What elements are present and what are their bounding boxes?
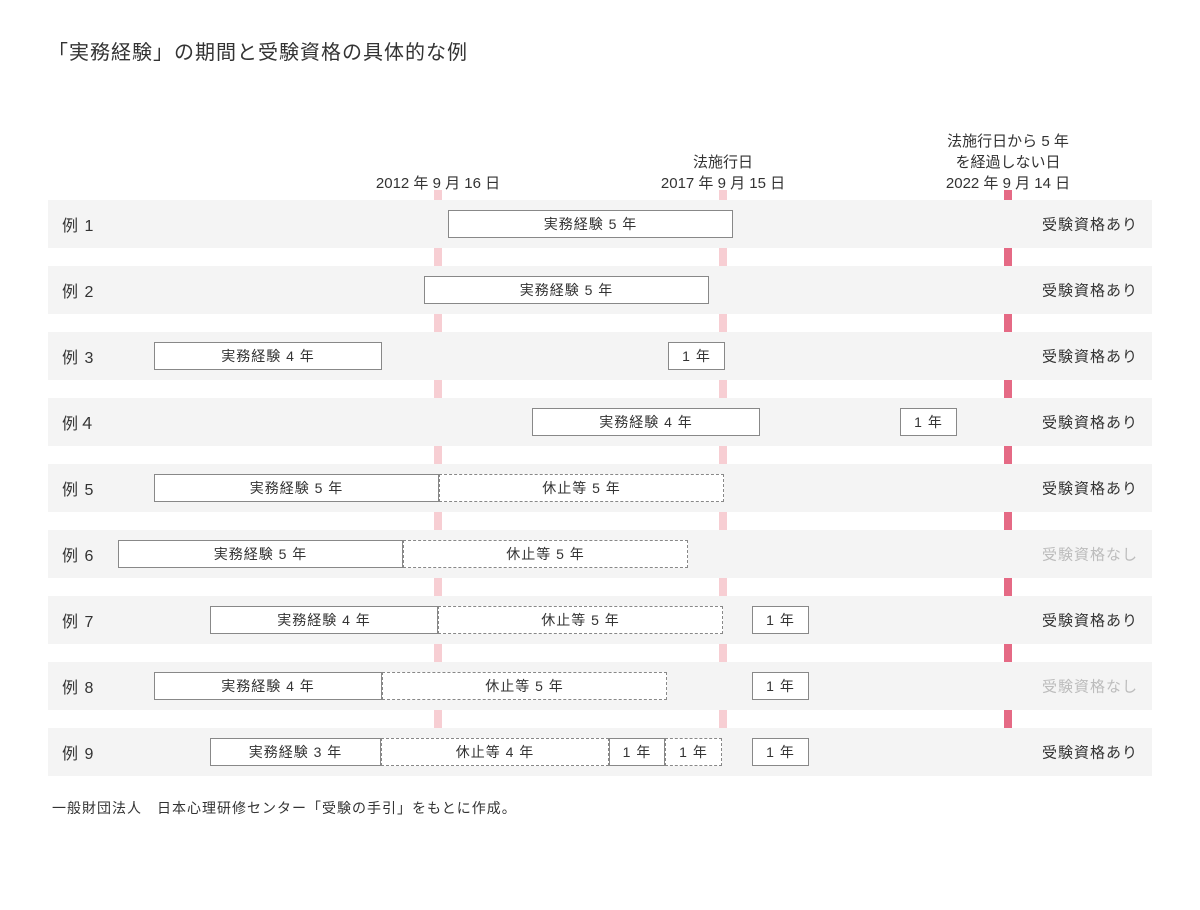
eligibility-status: 受験資格あり bbox=[1042, 346, 1138, 367]
timeline-chart: 2012 年 9 月 16 日法施行日2017 年 9 月 15 日法施行日から… bbox=[48, 130, 1152, 776]
experience-bar: 休止等 5 年 bbox=[403, 540, 688, 568]
experience-bar: 休止等 5 年 bbox=[438, 606, 723, 634]
eligibility-status: 受験資格なし bbox=[1042, 676, 1138, 697]
experience-bar: 1 年 bbox=[752, 606, 809, 634]
timeline-row: 例４ 実務経験 4 年 1 年 受験資格あり bbox=[48, 398, 1152, 446]
experience-bar: 実務経験 4 年 bbox=[154, 672, 382, 700]
experience-bar: 休止等 4 年 bbox=[381, 738, 609, 766]
experience-bar: 実務経験 5 年 bbox=[118, 540, 403, 568]
eligibility-status: 受験資格あり bbox=[1042, 412, 1138, 433]
row-label: 例 5 bbox=[62, 476, 94, 500]
timeline-row: 例 2 実務経験 5 年 受験資格あり bbox=[48, 266, 1152, 314]
experience-bar: 実務経験 4 年 bbox=[532, 408, 760, 436]
row-label: 例 1 bbox=[62, 212, 94, 236]
timeline-marker-label: 法施行日から 5 年を経過しない日2022 年 9 月 14 日 bbox=[946, 131, 1070, 194]
experience-bar: 実務経験 4 年 bbox=[154, 342, 382, 370]
timeline-row: 例 9実務経験 3 年休止等 4 年1 年1 年1 年受験資格あり bbox=[48, 728, 1152, 776]
row-label: 例 7 bbox=[62, 608, 94, 632]
experience-bar: 休止等 5 年 bbox=[382, 672, 667, 700]
timeline-row: 例 5 実務経験 5 年休止等 5 年 受験資格あり bbox=[48, 464, 1152, 512]
timeline-row: 例 3 実務経験 4 年 1 年 受験資格あり bbox=[48, 332, 1152, 380]
experience-bar: 1 年 bbox=[665, 738, 722, 766]
experience-bar: 実務経験 3 年 bbox=[210, 738, 381, 766]
experience-bar: 1 年 bbox=[752, 738, 809, 766]
row-label: 例 2 bbox=[62, 278, 94, 302]
timeline-row: 例 6 実務経験 5 年休止等 5 年 受験資格なし bbox=[48, 530, 1152, 578]
timeline-row: 例 1 実務経験 5 年 受験資格あり bbox=[48, 200, 1152, 248]
eligibility-status: 受験資格なし bbox=[1042, 544, 1138, 565]
experience-bar: 1 年 bbox=[900, 408, 957, 436]
timeline-row: 例 8 実務経験 4 年休止等 5 年 1 年 受験資格なし bbox=[48, 662, 1152, 710]
experience-bar: 実務経験 5 年 bbox=[154, 474, 439, 502]
experience-bar: 休止等 5 年 bbox=[439, 474, 724, 502]
row-label: 例 9 bbox=[62, 740, 94, 764]
experience-bar: 実務経験 5 年 bbox=[424, 276, 709, 304]
rows-container: 例 1実務経験 5 年受験資格あり例 2実務経験 5 年受験資格あり例 3実務経… bbox=[48, 200, 1152, 776]
footnote: 一般財団法人 日本心理研修センター「受験の手引」をもとに作成。 bbox=[52, 798, 517, 818]
timeline-marker-label: 法施行日2017 年 9 月 15 日 bbox=[661, 152, 785, 194]
row-label: 例４ bbox=[62, 410, 96, 434]
row-label: 例 6 bbox=[62, 542, 94, 566]
row-label: 例 3 bbox=[62, 344, 94, 368]
eligibility-status: 受験資格あり bbox=[1042, 610, 1138, 631]
experience-bar: 1 年 bbox=[752, 672, 809, 700]
experience-bar: 1 年 bbox=[668, 342, 725, 370]
eligibility-status: 受験資格あり bbox=[1042, 280, 1138, 301]
eligibility-status: 受験資格あり bbox=[1042, 478, 1138, 499]
marker-header: 2012 年 9 月 16 日法施行日2017 年 9 月 15 日法施行日から… bbox=[48, 130, 1152, 200]
experience-bar: 1 年 bbox=[609, 738, 665, 766]
eligibility-status: 受験資格あり bbox=[1042, 742, 1138, 763]
row-label: 例 8 bbox=[62, 674, 94, 698]
timeline-row: 例 7 実務経験 4 年休止等 5 年 1 年 受験資格あり bbox=[48, 596, 1152, 644]
experience-bar: 実務経験 5 年 bbox=[448, 210, 733, 238]
page-title: 「実務経験」の期間と受験資格の具体的な例 bbox=[48, 36, 468, 65]
eligibility-status: 受験資格あり bbox=[1042, 214, 1138, 235]
experience-bar: 実務経験 4 年 bbox=[210, 606, 438, 634]
